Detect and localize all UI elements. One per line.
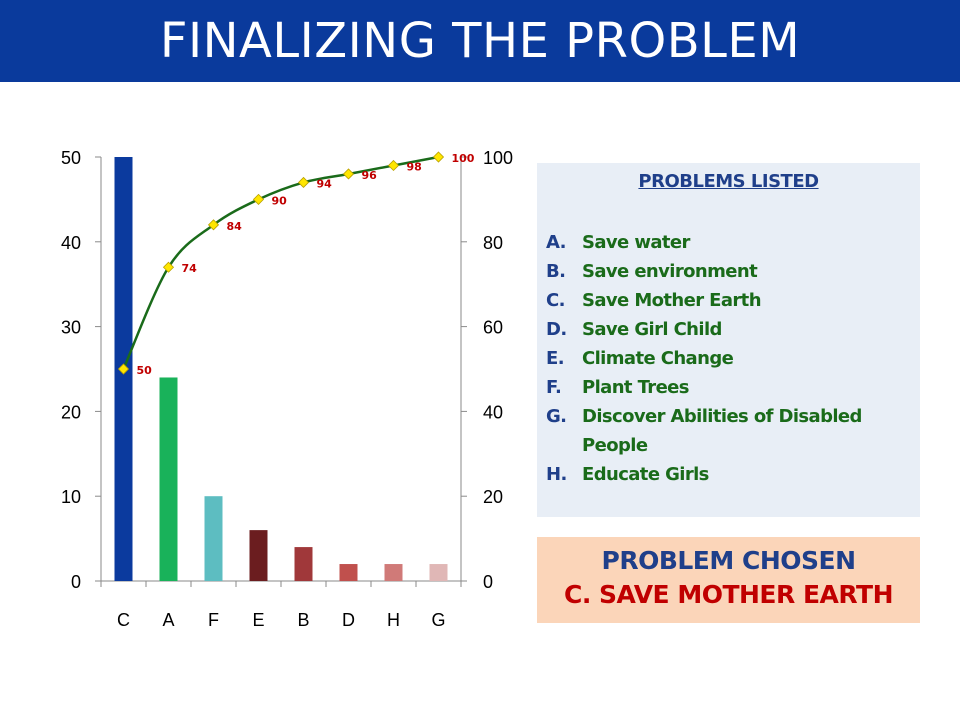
cumulative-label: 98 — [407, 160, 422, 173]
cumulative-point — [387, 159, 400, 172]
problem-text: Save Girl Child — [582, 319, 722, 340]
bar-f — [204, 496, 223, 581]
problem-text: Save Mother Earth — [582, 290, 762, 311]
problem-text: Save environment — [582, 261, 758, 282]
y-tick-label: 50 — [61, 148, 81, 168]
cumulative-label: 90 — [272, 194, 288, 207]
bar-b — [294, 547, 313, 581]
title-bar: FINALIZING THE PROBLEM — [0, 0, 960, 82]
bar-h — [384, 564, 403, 581]
cumulative-label: 50 — [137, 364, 153, 377]
cumulative-point — [432, 151, 445, 163]
pareto-chart: 0 10 20 30 40 50 0 20 40 60 80 100 C A F E B D H G 50 74 84 90 9… — [61, 148, 513, 630]
y2-tick-label: 40 — [483, 402, 503, 422]
problem-letter: F. — [546, 377, 562, 398]
problem-item-b: B. Save environment — [537, 257, 920, 286]
problem-text: Save water — [582, 232, 690, 253]
bar-a — [159, 377, 178, 581]
x-tick-label: H — [387, 610, 400, 630]
problem-text: Discover Abilities of Disabled People — [582, 406, 862, 456]
cumulative-label: 84 — [227, 220, 243, 233]
y2-tick-label: 100 — [483, 148, 513, 168]
problems-list: A. Save water B. Save environment C. Save M… — [537, 228, 920, 489]
cumulative-point — [252, 193, 265, 205]
problem-letter: E. — [546, 348, 565, 369]
x-tick-label: G — [431, 610, 445, 630]
cumulative-point — [207, 219, 220, 231]
problem-text: Educate Girls — [582, 464, 709, 485]
x-tick-label: B — [297, 610, 309, 630]
problems-list-panel: PROBLEMS LISTED A. Save water B. Save envi… — [537, 163, 920, 517]
cumulative-point — [297, 176, 310, 189]
x-tick-label: E — [252, 610, 264, 630]
x-tick-label: F — [208, 610, 219, 630]
cumulative-label: 94 — [317, 177, 333, 190]
problem-letter: B. — [546, 261, 566, 282]
bar-d — [339, 564, 358, 581]
problem-text: Climate Change — [582, 348, 734, 369]
problem-letter: D. — [546, 319, 567, 340]
y2-tick-label: 0 — [483, 572, 493, 592]
problem-chosen-value: C. SAVE MOTHER EARTH — [563, 580, 894, 609]
problems-list-heading: PROBLEMS LISTED — [638, 171, 819, 192]
problem-chosen-heading: PROBLEM CHOSEN — [601, 546, 857, 575]
cumulative-point — [117, 363, 130, 375]
x-tick-label: C — [117, 610, 130, 630]
problem-chosen-panel: PROBLEM CHOSEN C. SAVE MOTHER EARTH — [537, 537, 920, 623]
problem-item-f: F. Plant Trees — [537, 373, 920, 402]
x-tick-label: D — [342, 610, 355, 630]
page-title: FINALIZING THE PROBLEM — [159, 13, 801, 69]
problem-item-e: E. Climate Change — [537, 344, 920, 373]
y-tick-label: 30 — [61, 318, 81, 338]
problem-item-g: G. Discover Abilities of Disabled People — [537, 402, 920, 460]
y-tick-label: 10 — [61, 487, 81, 507]
problem-item-d: D. Save Girl Child — [537, 315, 920, 344]
bar-e — [249, 530, 268, 581]
cumulative-label: 96 — [362, 169, 378, 182]
y2-tick-label: 80 — [483, 233, 503, 253]
cumulative-point — [342, 168, 355, 180]
problem-letter: A. — [546, 232, 567, 253]
cumulative-label: 74 — [182, 262, 198, 275]
problem-item-h: H. Educate Girls — [537, 460, 920, 489]
problem-letter: C. — [546, 290, 565, 311]
problem-item-a: A. Save water — [537, 228, 920, 257]
y2-tick-label: 20 — [483, 487, 503, 507]
y-tick-label: 40 — [61, 233, 81, 253]
x-tick-label: A — [162, 610, 174, 630]
problem-text: Plant Trees — [582, 377, 690, 398]
cumulative-label: 100 — [452, 152, 475, 165]
cumulative-line — [122, 155, 439, 370]
problem-letter: G. — [546, 406, 567, 427]
cumulative-point — [162, 261, 175, 273]
y-tick-label: 0 — [71, 572, 81, 592]
problem-item-c: C. Save Mother Earth — [537, 286, 920, 315]
bar-g — [429, 564, 448, 581]
y2-tick-label: 60 — [483, 318, 503, 338]
y-tick-label: 20 — [61, 402, 81, 422]
problem-letter: H. — [546, 464, 567, 485]
